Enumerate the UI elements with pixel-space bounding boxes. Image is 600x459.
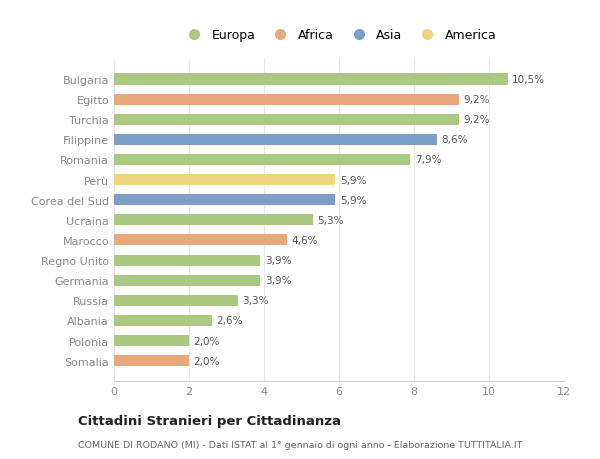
Bar xyxy=(114,355,189,366)
Bar xyxy=(114,95,459,106)
Bar xyxy=(114,74,508,85)
Text: 2,6%: 2,6% xyxy=(216,316,242,326)
Text: 8,6%: 8,6% xyxy=(441,135,467,145)
Text: 3,9%: 3,9% xyxy=(265,275,291,285)
Bar xyxy=(114,134,437,146)
Text: 2,0%: 2,0% xyxy=(193,336,220,346)
Text: 5,9%: 5,9% xyxy=(340,195,366,205)
Bar xyxy=(114,255,260,266)
Bar xyxy=(114,315,212,326)
Bar xyxy=(114,295,238,306)
Text: 5,3%: 5,3% xyxy=(317,215,344,225)
Bar xyxy=(114,215,313,226)
Bar xyxy=(114,114,459,125)
Bar xyxy=(114,235,287,246)
Bar xyxy=(114,195,335,206)
Text: 5,9%: 5,9% xyxy=(340,175,366,185)
Text: Cittadini Stranieri per Cittadinanza: Cittadini Stranieri per Cittadinanza xyxy=(78,414,341,428)
Text: 10,5%: 10,5% xyxy=(512,75,545,85)
Text: 3,9%: 3,9% xyxy=(265,256,291,265)
Text: 4,6%: 4,6% xyxy=(291,235,317,246)
Bar xyxy=(114,275,260,286)
Text: 9,2%: 9,2% xyxy=(463,95,490,105)
Text: 9,2%: 9,2% xyxy=(463,115,490,125)
Bar xyxy=(114,174,335,186)
Text: 3,3%: 3,3% xyxy=(242,296,269,306)
Bar xyxy=(114,335,189,346)
Legend: Europa, Africa, Asia, America: Europa, Africa, Asia, America xyxy=(176,24,502,47)
Text: COMUNE DI RODANO (MI) - Dati ISTAT al 1° gennaio di ogni anno - Elaborazione TUT: COMUNE DI RODANO (MI) - Dati ISTAT al 1°… xyxy=(78,441,523,449)
Bar xyxy=(114,155,410,166)
Text: 2,0%: 2,0% xyxy=(193,356,220,366)
Text: 7,9%: 7,9% xyxy=(415,155,441,165)
